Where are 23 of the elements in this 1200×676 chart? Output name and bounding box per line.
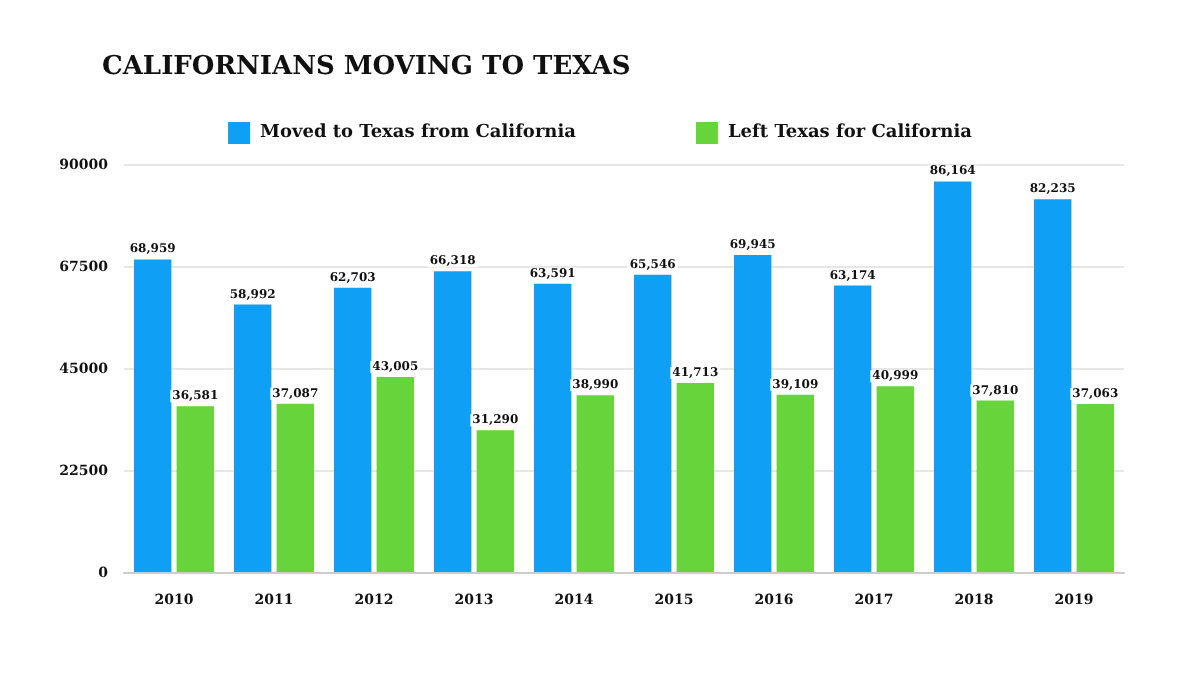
- bar: [534, 283, 572, 572]
- bar: [634, 274, 672, 572]
- bar: [576, 395, 614, 572]
- legend-label: Left Texas for California: [727, 123, 973, 143]
- bar: [434, 271, 472, 572]
- bar: [776, 394, 814, 572]
- bar: [1034, 199, 1072, 572]
- bar: [376, 377, 414, 572]
- bar: [476, 430, 514, 572]
- bar: [834, 285, 872, 572]
- bar: [334, 287, 372, 572]
- bar: [176, 406, 214, 572]
- bar: [676, 382, 714, 572]
- bar: [1076, 403, 1114, 572]
- legend-label: Moved to Texas from California: [260, 123, 577, 143]
- bar: [234, 304, 272, 572]
- bar: [134, 259, 172, 572]
- chart-title: CALIFORNIANS MOVING TO TEXAS: [102, 52, 631, 82]
- bar: [876, 386, 914, 572]
- bar: [976, 400, 1014, 572]
- bar: [734, 254, 772, 572]
- bar: [276, 403, 314, 572]
- bar: [934, 181, 972, 572]
